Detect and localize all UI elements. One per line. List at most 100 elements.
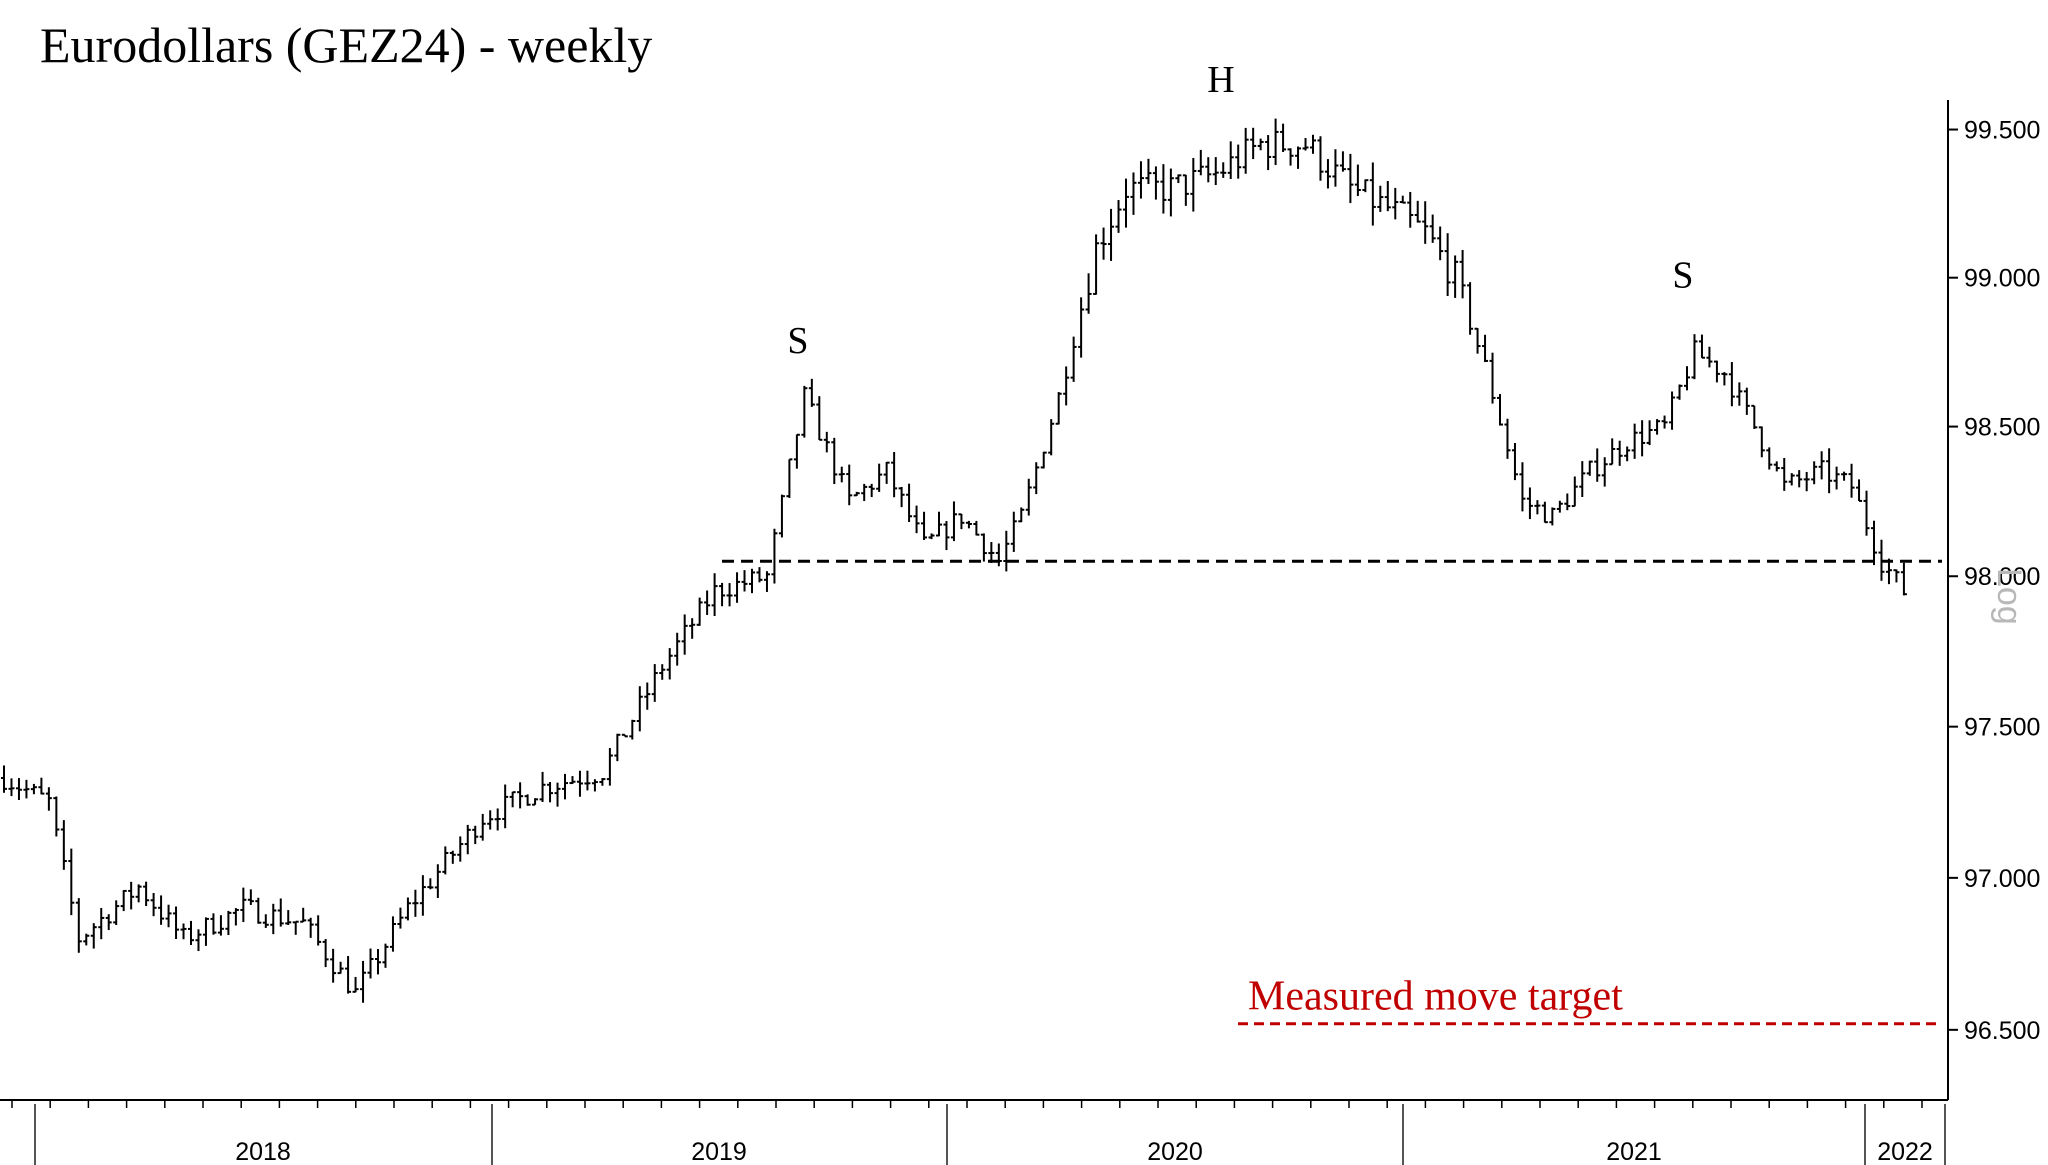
ohlc-bar <box>1287 148 1294 166</box>
ohlc-bar <box>532 798 539 806</box>
ohlc-bar <box>442 846 449 875</box>
ohlc-bar <box>547 782 554 803</box>
ohlc-bar <box>696 597 703 626</box>
ohlc-bar <box>1362 179 1369 193</box>
ohlc-bar <box>1751 404 1758 429</box>
ohlc-bar <box>1609 438 1616 466</box>
ohlc-bar <box>427 878 434 890</box>
ohlc-bar <box>1175 174 1182 184</box>
ohlc-bar <box>128 881 135 910</box>
ohlc-bar <box>449 850 456 864</box>
ohlc-bar <box>1347 153 1354 204</box>
ohlc-bar <box>1564 493 1571 511</box>
ohlc-bar <box>188 920 194 945</box>
ohlc-bar <box>1205 157 1212 183</box>
ohlc-bar <box>1571 476 1578 508</box>
x-axis-minor-ticks <box>11 1100 1923 1108</box>
ohlc-bar <box>1736 382 1743 406</box>
x-tick-label: 2020 <box>1147 1138 1203 1165</box>
ohlc-bar <box>1766 447 1773 470</box>
ohlc-bar <box>1796 470 1803 488</box>
ohlc-bar <box>1452 255 1459 298</box>
ohlc-bar <box>831 437 838 485</box>
ohlc-bar <box>1354 164 1361 197</box>
ohlc-bar <box>861 483 868 502</box>
y-axis: 96.500 97.000 97.500 98.000 98.500 99.000 99.5… <box>1948 117 2040 1045</box>
ohlc-bar <box>1511 442 1518 481</box>
ohlc-bar <box>1482 334 1489 363</box>
ohlc-bar <box>973 520 980 536</box>
ohlc-bar <box>277 898 284 927</box>
ohlc-bar <box>75 898 82 953</box>
ohlc-bar <box>1654 419 1661 435</box>
ohlc-bar <box>1369 162 1376 226</box>
ohlc-bar <box>375 949 381 975</box>
ohlc-bar <box>337 961 344 975</box>
ohlc-bar <box>232 908 239 926</box>
y-tick-label: 98.000 <box>1964 563 2040 591</box>
ohlc-bar <box>651 664 658 702</box>
ohlc-bar <box>1534 500 1541 515</box>
ohlc-bar <box>1519 462 1526 512</box>
ohlc-bar <box>913 505 920 534</box>
ohlc-bar <box>1040 451 1047 469</box>
ohlc-bar <box>711 573 718 617</box>
x-axis: 2018 2019 2020 2021 2022 <box>34 1104 1946 1165</box>
ohlc-bar <box>853 491 860 497</box>
y-tick-label: 99.500 <box>1964 117 2040 145</box>
ohlc-bar <box>434 864 441 898</box>
ohlc-bar <box>539 771 546 802</box>
ohlc-bar <box>1272 118 1279 166</box>
ohlc-bar <box>659 664 666 680</box>
ohlc-bar <box>823 431 830 453</box>
ohlc-bar <box>479 813 486 841</box>
ohlc-bar <box>1332 149 1339 187</box>
ohlc-bar <box>1549 507 1556 526</box>
ohlc-bar <box>487 810 494 830</box>
ohlc-bar <box>1713 360 1720 383</box>
ohlc-bar <box>1661 415 1668 429</box>
ohlc-bar <box>1152 166 1159 200</box>
ohlc-bar <box>240 887 247 923</box>
ohlc-bar <box>1317 136 1324 181</box>
ohlc-bar <box>1833 466 1840 490</box>
ohlc-bar <box>255 897 262 924</box>
ohlc-bar <box>457 836 464 862</box>
ohlc-bar <box>1871 520 1877 566</box>
ohlc-bar <box>1594 448 1601 482</box>
pattern-label: H <box>1207 59 1234 101</box>
ohlc-bar <box>614 733 621 762</box>
ohlc-bar <box>868 483 875 498</box>
ohlc-bar <box>352 976 359 993</box>
ohlc-bar <box>591 779 598 792</box>
ohlc-bar <box>135 884 142 903</box>
ohlc-bar <box>158 895 165 925</box>
ohlc-bar <box>1728 362 1735 407</box>
ohlc-bar <box>225 910 232 936</box>
ohlc-bar <box>569 776 576 785</box>
ohlc-bar <box>1392 187 1399 220</box>
y-tick-label: 96.500 <box>1964 1017 2040 1045</box>
ohlc-bar <box>1684 366 1690 391</box>
x-tick-label: 2021 <box>1606 1138 1662 1165</box>
ohlc-bar <box>98 907 105 940</box>
y-tick-label: 97.000 <box>1964 865 2040 893</box>
ohlc-bar <box>1235 144 1242 179</box>
ohlc-bar <box>1265 135 1272 171</box>
ohlc-bar <box>472 825 479 845</box>
ohlc-bar <box>1190 157 1197 212</box>
ohlc-bar <box>1639 420 1646 457</box>
ohlc-bar <box>1145 158 1152 185</box>
ohlc-bar <box>719 582 726 607</box>
ohlc-bar <box>113 900 120 926</box>
ohlc-bar <box>1856 479 1863 502</box>
ohlc-bar <box>1497 394 1503 426</box>
ohlc-bar <box>1459 249 1466 299</box>
ohlc-bar <box>202 917 209 946</box>
price-bars <box>1 118 1907 1003</box>
ohlc-bar <box>1669 391 1676 430</box>
ohlc-bar <box>524 794 531 806</box>
ohlc-bar <box>1758 426 1765 458</box>
